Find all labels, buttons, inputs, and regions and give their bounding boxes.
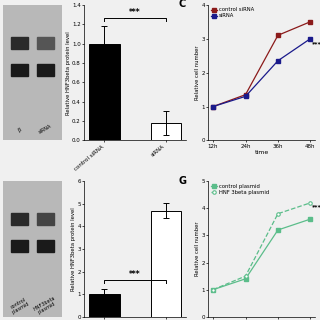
Text: ***: *** [312, 41, 320, 46]
Bar [37, 64, 54, 76]
Y-axis label: Relative HNF3beta protein level: Relative HNF3beta protein level [66, 31, 71, 115]
Bar [11, 213, 28, 225]
Text: ***: *** [312, 204, 320, 209]
Y-axis label: Relative HNF3beta protein level: Relative HNF3beta protein level [71, 207, 76, 291]
Text: ***: *** [129, 8, 141, 17]
Bar [37, 240, 54, 252]
Bar [11, 240, 28, 252]
Text: C: C [178, 0, 186, 9]
Bar [37, 37, 54, 49]
Text: control
plasmid: control plasmid [9, 296, 31, 316]
Legend: control plasmid, HNF 3beta plasmid: control plasmid, HNF 3beta plasmid [211, 184, 269, 195]
Text: HNF3beta
plasmid: HNF3beta plasmid [32, 295, 59, 317]
Bar [11, 37, 28, 49]
Legend: control siRNA, siRNA: control siRNA, siRNA [211, 7, 254, 19]
Y-axis label: Relative cell number: Relative cell number [195, 45, 200, 100]
Bar [89, 294, 120, 317]
Text: G: G [178, 176, 186, 186]
Text: β: β [17, 127, 22, 132]
Text: ***: *** [129, 270, 141, 279]
Bar [89, 44, 120, 140]
Bar [150, 211, 181, 317]
Bar [11, 64, 28, 76]
Y-axis label: Relative cell number: Relative cell number [195, 222, 200, 276]
Text: siRNA: siRNA [38, 124, 53, 135]
Bar [37, 213, 54, 225]
X-axis label: time: time [255, 150, 269, 155]
Bar [150, 123, 181, 140]
